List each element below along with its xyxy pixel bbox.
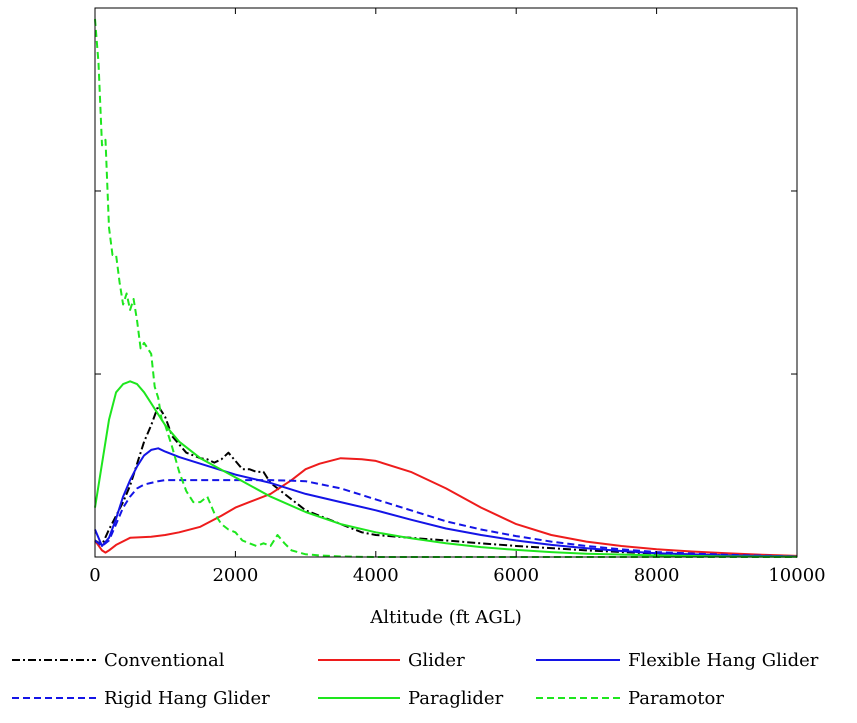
series-line-flexible-hang-glider <box>94 447 798 558</box>
x-tick-label: 4000 <box>353 565 399 586</box>
x-axis-label: Altitude (ft AGL) <box>369 607 521 628</box>
series-line-paraglider <box>94 380 798 558</box>
series-line-glider <box>94 457 798 557</box>
legend-label-flexible-hang-glider: Flexible Hang Glider <box>628 650 819 671</box>
series-lines <box>94 18 798 558</box>
series-line-conventional <box>94 405 798 558</box>
plot-frame <box>94 7 798 558</box>
legend-label-glider: Glider <box>408 650 465 671</box>
legend-label-paraglider: Paraglider <box>408 688 504 709</box>
x-tick-label: 6000 <box>493 565 539 586</box>
series-line-rigid-hang-glider <box>94 479 798 558</box>
x-tick-label: 10000 <box>768 565 825 586</box>
axis-ticks <box>94 7 798 558</box>
series-line-paramotor <box>94 18 797 558</box>
legend-label-conventional: Conventional <box>104 650 225 671</box>
x-tick-labels: 0 2000 4000 6000 8000 10000 <box>89 565 825 586</box>
legend: Conventional Glider Flexible Hang Glider Ri… <box>12 650 819 709</box>
legend-label-paramotor: Paramotor <box>628 688 724 709</box>
x-tick-label: 0 <box>89 565 100 586</box>
legend-label-rigid-hang-glider: Rigid Hang Glider <box>104 688 270 709</box>
x-tick-label: 8000 <box>634 565 680 586</box>
x-tick-label: 2000 <box>212 565 258 586</box>
